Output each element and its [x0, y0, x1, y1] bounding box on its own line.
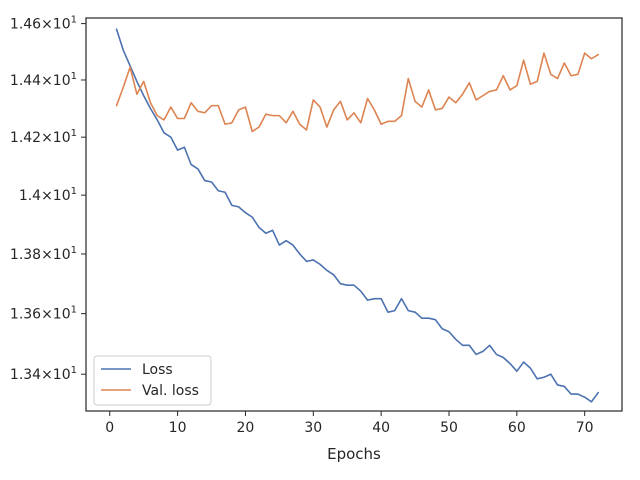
x-axis: 0 10 20 30 40 50 60 70	[105, 411, 594, 436]
x-axis-title: Epochs	[327, 445, 381, 463]
y-tick-label: 1.42×101	[10, 128, 77, 146]
y-axis: 1.34×101 1.36×101 1.38×101 1.4×101 1.42×101 1…	[10, 15, 86, 383]
series-line-val-loss	[115, 52, 600, 133]
series-layer	[115, 28, 600, 403]
legend-label-loss: Loss	[142, 362, 173, 378]
x-tick-label: 60	[508, 420, 526, 436]
x-tick-label: 20	[237, 420, 255, 436]
y-tick-label: 1.34×101	[10, 365, 77, 383]
x-tick-label: 70	[576, 420, 594, 436]
plot-background	[86, 18, 622, 411]
y-tick-label: 1.38×101	[10, 245, 77, 263]
series-line-loss	[115, 28, 600, 403]
y-tick-label: 1.46×101	[10, 15, 77, 33]
y-tick-label: 1.44×101	[10, 71, 77, 89]
plot-frame	[85, 17, 623, 412]
legend-label-val-loss: Val. loss	[142, 383, 199, 399]
y-tick-label: 1.36×101	[10, 305, 77, 323]
x-tick-label: 0	[105, 420, 114, 436]
x-tick-label: 40	[372, 420, 390, 436]
x-tick-label: 10	[169, 420, 187, 436]
x-tick-label: 30	[304, 420, 322, 436]
x-tick-label: 50	[440, 420, 458, 436]
y-tick-label: 1.4×101	[19, 186, 77, 204]
legend: Loss Val. loss	[93, 355, 212, 406]
